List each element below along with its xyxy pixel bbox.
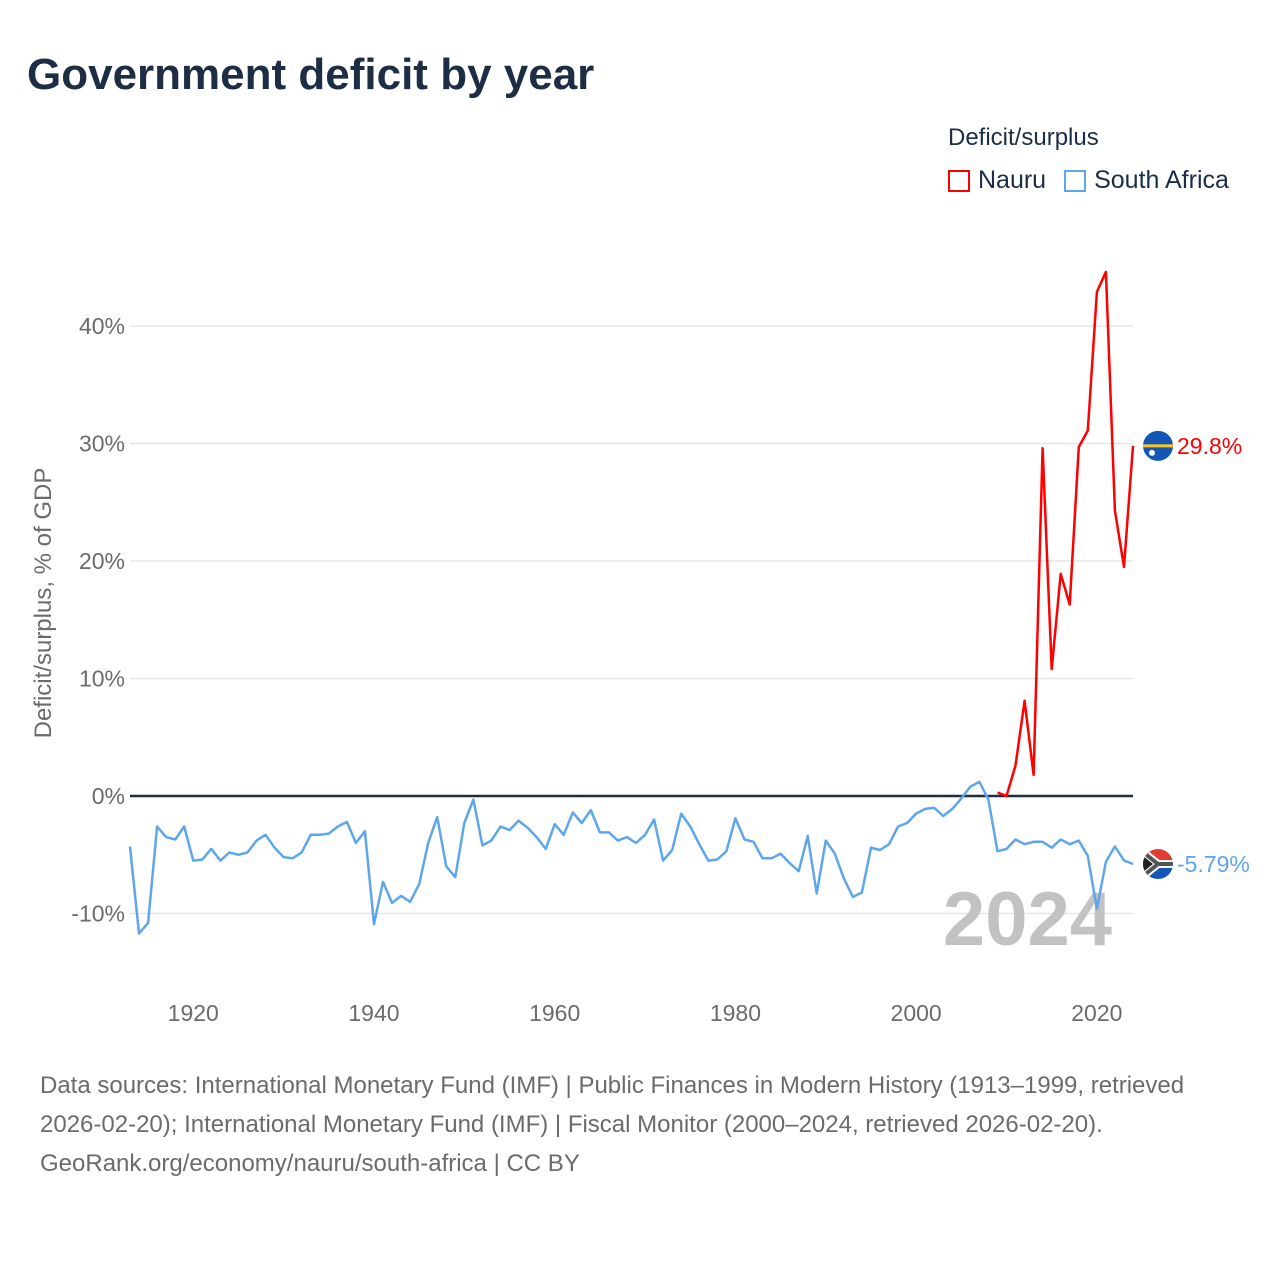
x-tick-label: 2000 (891, 1000, 942, 1026)
end-label-south-africa: -5.79% (1177, 851, 1250, 877)
year-watermark: 2024 (943, 877, 1112, 962)
x-tick-label: 1980 (710, 1000, 761, 1026)
y-tick-label: 30% (79, 431, 125, 457)
data-sources: Data sources: International Monetary Fun… (40, 1072, 1185, 1138)
south-africa-flag-icon (1143, 849, 1173, 880)
y-tick-label: -10% (71, 901, 125, 927)
flag-black-triangle (1143, 856, 1153, 873)
y-tick-label: 0% (92, 783, 125, 809)
flag-green-y (1143, 850, 1173, 878)
x-tick-label: 2020 (1071, 1000, 1122, 1026)
x-tick-label: 1940 (348, 1000, 399, 1026)
end-label-nauru: 29.8% (1177, 433, 1242, 459)
legend-item-south-africa[interactable]: South Africa (1064, 166, 1229, 195)
nauru-flag-icon (1143, 430, 1173, 461)
credit-link[interactable]: GeoRank.org/economy/nauru/south-africa |… (40, 1150, 580, 1177)
flag-star (1149, 449, 1155, 456)
series-line-south-africa (128, 780, 1134, 935)
chart-title: Government deficit by year (27, 50, 595, 99)
y-tick-label: 20% (79, 548, 125, 574)
series-line-nauru (997, 270, 1135, 798)
legend-swatch-nauru (948, 169, 970, 192)
legend-title: Deficit/surplus (948, 124, 1099, 151)
y-tick-label: 10% (79, 666, 125, 692)
y-axis-label: Deficit/surplus, % of GDP (30, 468, 57, 739)
y-tick-label: 40% (79, 313, 125, 339)
x-tick-label: 1960 (529, 1000, 580, 1026)
legend-item-nauru[interactable]: Nauru (948, 166, 1046, 195)
legend-swatch-south-africa (1064, 169, 1087, 192)
footer: Data sources: International Monetary Fun… (40, 1066, 1240, 1183)
legend-label: South Africa (1094, 166, 1229, 194)
legend-label: Nauru (978, 166, 1047, 194)
legend: Nauru South Africa (948, 166, 1247, 195)
flag-stripe (1143, 444, 1173, 448)
x-tick-label: 1920 (168, 1000, 219, 1026)
